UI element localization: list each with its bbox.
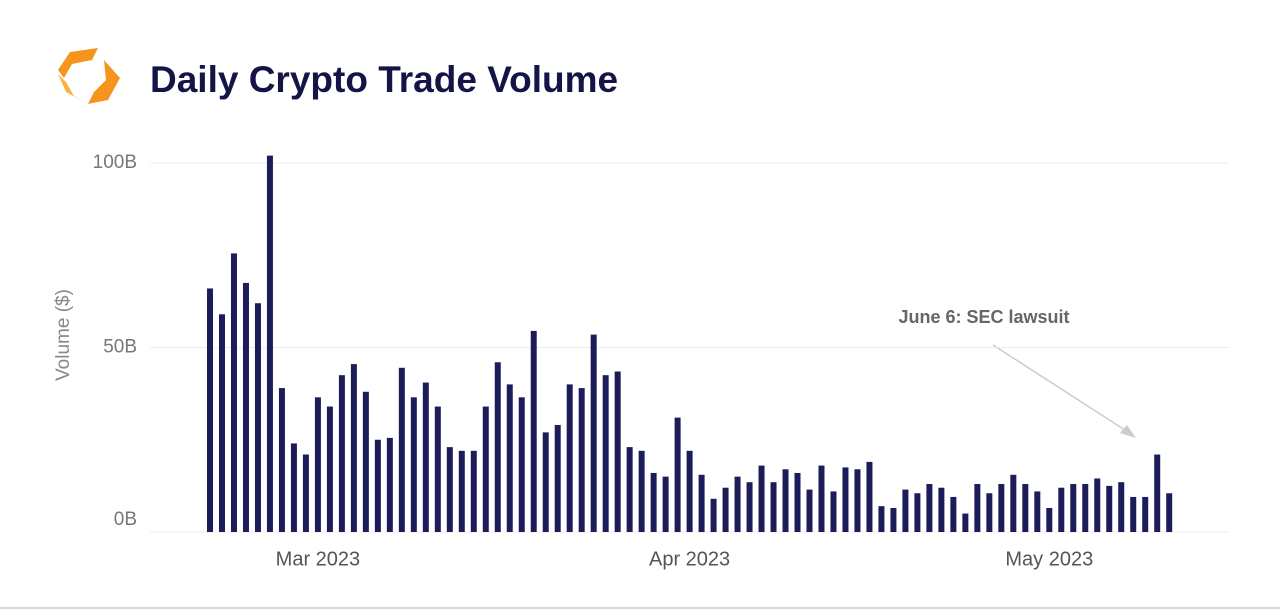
bar — [530, 330, 537, 532]
bar — [1010, 474, 1017, 532]
bar — [590, 334, 597, 532]
bar — [230, 253, 237, 532]
bar — [794, 472, 801, 532]
bar — [986, 493, 993, 532]
bar — [566, 384, 573, 532]
bar — [878, 506, 885, 532]
arrow-head — [1120, 425, 1136, 438]
bar — [350, 364, 357, 532]
bar — [470, 450, 477, 532]
bar — [410, 397, 417, 532]
annotation: June 6: SEC lawsuit — [898, 307, 1069, 327]
bar — [602, 375, 609, 532]
bar — [938, 487, 945, 532]
bar — [770, 482, 777, 532]
bar — [254, 303, 261, 532]
bar — [926, 484, 933, 532]
bar — [1058, 487, 1065, 532]
bar — [674, 417, 681, 532]
bar — [638, 450, 645, 532]
bar — [326, 406, 333, 532]
logo — [58, 48, 120, 104]
y-tick-label: 50B — [103, 337, 137, 358]
bar — [290, 443, 297, 532]
bar — [734, 476, 741, 532]
bar — [1142, 496, 1149, 532]
bar — [482, 406, 489, 532]
bar — [207, 288, 213, 532]
annotation-arrow — [992, 344, 1129, 433]
bar — [806, 489, 813, 532]
bar — [314, 397, 321, 532]
bar — [446, 447, 453, 532]
bar — [578, 388, 585, 532]
chart-title: Daily Crypto Trade Volume — [150, 59, 618, 100]
bar — [518, 397, 525, 532]
bar — [902, 489, 909, 532]
bar — [782, 469, 789, 532]
bar — [1118, 482, 1125, 532]
bar — [398, 367, 405, 532]
bar — [818, 465, 825, 532]
bar — [842, 467, 849, 532]
bar — [1070, 484, 1077, 532]
bar — [710, 498, 717, 532]
bar — [506, 384, 513, 532]
bar — [866, 461, 873, 532]
bar — [746, 482, 753, 532]
bar — [950, 496, 957, 532]
bar — [278, 388, 285, 532]
y-tick-label: 0B — [114, 509, 137, 530]
bar — [662, 476, 669, 532]
y-tick-label: 100B — [93, 152, 137, 173]
bar — [830, 491, 837, 532]
bar — [722, 487, 729, 532]
bar — [386, 437, 393, 532]
bar — [494, 362, 501, 532]
bar — [1154, 454, 1161, 532]
bar — [302, 454, 309, 532]
bar — [962, 513, 969, 532]
x-tick-label: Mar 2023 — [276, 548, 361, 570]
bar — [542, 432, 549, 532]
bar — [374, 439, 381, 532]
bar — [218, 314, 225, 532]
x-tick-label: Apr 2023 — [649, 548, 730, 570]
bar — [1106, 485, 1113, 532]
bar — [974, 484, 981, 532]
bar — [686, 450, 693, 532]
bar — [1094, 478, 1101, 532]
bar — [1130, 496, 1137, 532]
bar — [650, 472, 657, 532]
bar — [1166, 493, 1173, 532]
bar — [1022, 484, 1029, 532]
bar — [698, 474, 705, 532]
bar — [362, 391, 369, 532]
bar — [626, 447, 633, 532]
bar — [338, 375, 345, 532]
bar — [1034, 491, 1041, 532]
bar — [890, 508, 897, 532]
bar — [1046, 508, 1053, 532]
bar — [434, 406, 441, 532]
y-axis-label: Volume ($) — [53, 289, 74, 381]
bar — [1082, 484, 1089, 532]
bar — [266, 155, 273, 532]
bar — [854, 469, 861, 532]
bar — [614, 371, 621, 532]
bar — [998, 484, 1005, 532]
bar — [758, 465, 765, 532]
x-tick-label: May 2023 — [1005, 548, 1093, 570]
bar — [242, 282, 249, 532]
bar — [554, 424, 561, 532]
bar — [914, 493, 921, 532]
bar — [458, 450, 465, 532]
bar — [422, 382, 429, 532]
